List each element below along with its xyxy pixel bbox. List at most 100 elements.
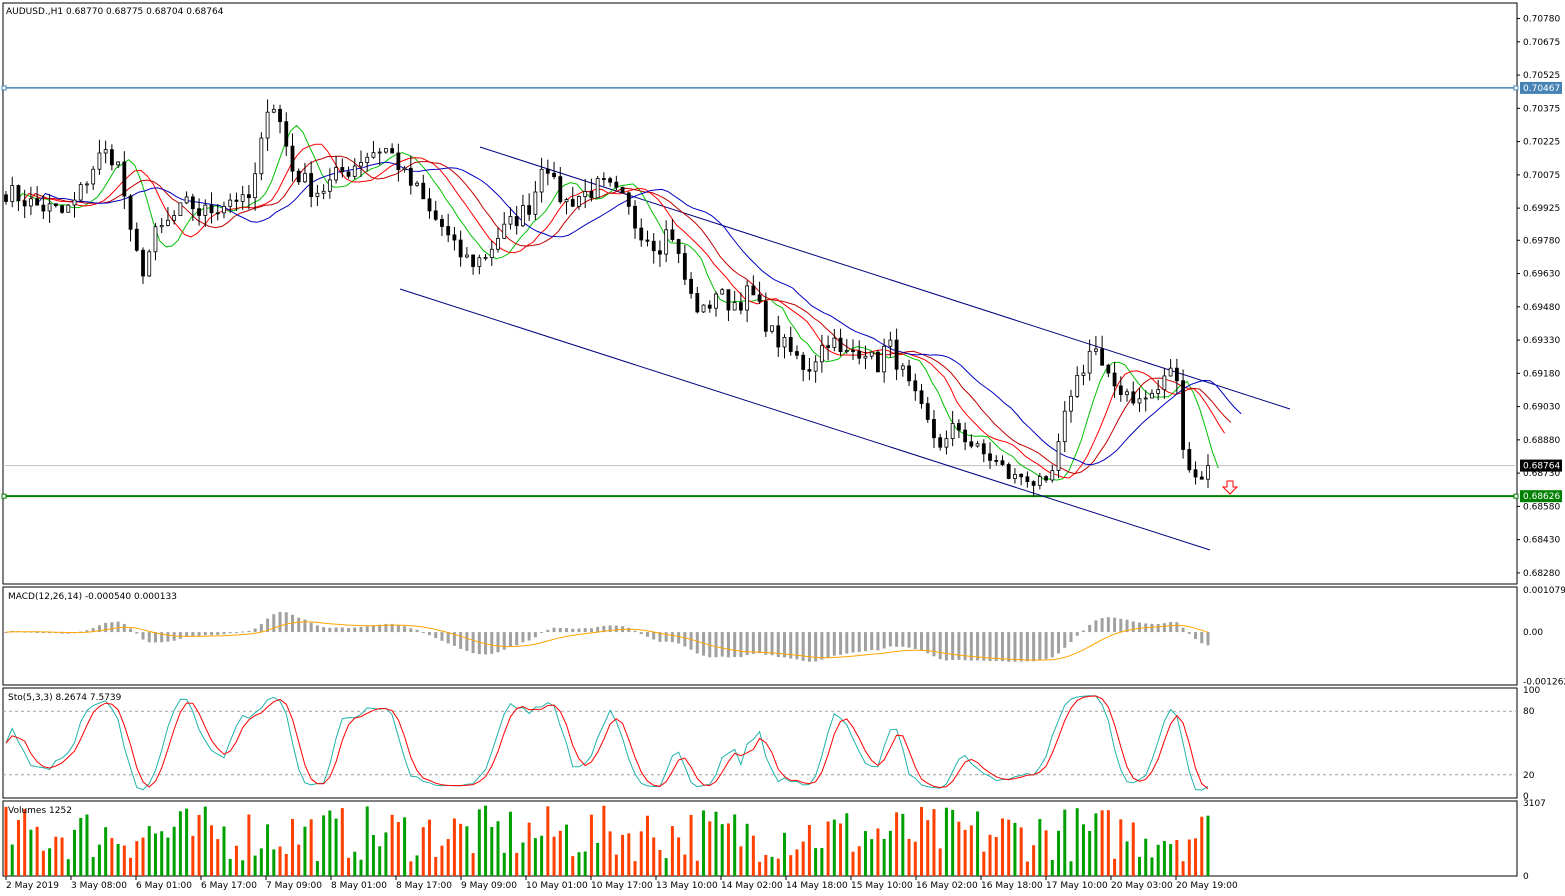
candle-body (271, 108, 276, 113)
macd-histogram-bar (490, 632, 494, 654)
candle-body (819, 345, 824, 363)
volume-bar (353, 851, 357, 876)
macd-histogram-bar (957, 632, 961, 660)
macd-histogram-bar (508, 632, 512, 647)
volume-bar (347, 857, 351, 876)
volume-bar (839, 823, 843, 876)
candle-body (807, 369, 812, 372)
candle-body (508, 216, 513, 225)
macd-histogram-bar (496, 632, 500, 653)
volume-bar (1050, 860, 1054, 876)
volume-bar (963, 829, 967, 876)
candle-body (377, 151, 382, 154)
volume-bar (589, 814, 593, 876)
ma-slow-red-line (28, 155, 1232, 475)
candle-body (913, 380, 918, 392)
volume-bar (459, 823, 463, 876)
macd-histogram-bar (41, 632, 45, 634)
macd-histogram-bar (315, 625, 319, 633)
volume-bar (54, 836, 58, 876)
macd-histogram-bar (459, 632, 463, 649)
candle-body (963, 429, 968, 443)
volume-bar (577, 852, 581, 876)
time-axis-label: 7 May 09:00 (266, 881, 322, 891)
stoch-layer: 100 80 20 0 (3, 686, 1540, 802)
macd-histogram-bar (565, 628, 569, 633)
candle-body (259, 137, 264, 175)
candle-body (97, 152, 102, 170)
macd-histogram-bar (546, 629, 550, 633)
candle-body (745, 285, 750, 311)
time-axis-label: 14 May 18:00 (786, 881, 848, 891)
macd-histogram-bar (1100, 618, 1104, 633)
volume-bar (683, 854, 687, 876)
price-axis-label: 0.68580 (1523, 502, 1560, 512)
volume-bar (1106, 810, 1110, 876)
macd-histogram-bar (1007, 632, 1011, 662)
candle-body (1087, 350, 1092, 374)
macd-histogram-bar (820, 632, 824, 660)
candle-body (41, 204, 46, 212)
volume-bar (1032, 845, 1036, 876)
candle-body (863, 355, 868, 359)
candle-body (601, 178, 606, 180)
volume-bar (172, 826, 176, 876)
stoch-title: Sto(5,3,3) 8.2674 7.5739 (8, 693, 122, 703)
price-axis-label: 0.70375 (1523, 104, 1560, 114)
candle-body (1118, 385, 1123, 395)
candle-body (1037, 476, 1042, 486)
volume-bar (216, 839, 220, 876)
volume-bar (770, 856, 774, 876)
volume-bar (907, 838, 911, 876)
candle-body (215, 212, 220, 215)
candle-body (78, 184, 83, 201)
volume-bar (583, 851, 587, 876)
volume-bar (1187, 839, 1191, 876)
macd-histogram-bar (733, 632, 737, 658)
macd-histogram-bar (720, 632, 724, 657)
support-handle-right (1513, 493, 1519, 499)
macd-histogram-bar (378, 624, 382, 633)
macd-histogram-bar (1137, 622, 1141, 633)
volume-bar (645, 815, 649, 876)
volume-bar (210, 825, 214, 876)
macd-histogram-bar (982, 632, 986, 661)
macd-histogram-bar (739, 632, 743, 658)
candle-body (1131, 391, 1136, 404)
volume-bar (315, 861, 319, 876)
candle-body (739, 302, 743, 311)
volume-bar (1069, 861, 1073, 876)
volume-bar (957, 821, 961, 876)
volume-bar (502, 852, 506, 876)
volume-bar (303, 826, 307, 876)
volume-bar (658, 849, 662, 876)
macd-histogram-bar (839, 632, 843, 655)
volume-bar (801, 841, 805, 876)
candle-body (464, 254, 469, 258)
candle-body (583, 191, 588, 197)
candle-body (732, 302, 737, 311)
ma-slow-line (38, 161, 1242, 466)
candle-body (284, 121, 289, 147)
volume-bar (465, 826, 469, 876)
macd-histogram-bar (876, 632, 880, 651)
volume-bar (334, 818, 338, 876)
volume-bar (371, 835, 375, 876)
stoch-panel-frame (2, 687, 1518, 799)
macd-histogram-bar (577, 628, 581, 633)
candle-body (832, 337, 837, 348)
volume-bar (1137, 856, 1141, 876)
price-axis-label: 0.69030 (1523, 403, 1560, 413)
candle-body (134, 228, 139, 251)
macd-histogram-bar (409, 628, 413, 633)
macd-histogram-bar (969, 632, 973, 661)
candle-body (371, 152, 376, 158)
price-axis-label: 0.69180 (1523, 369, 1560, 379)
macd-histogram-bar (533, 632, 537, 638)
candle-body (1093, 348, 1098, 352)
candle-body (471, 254, 475, 267)
candle-body (1125, 391, 1129, 395)
macd-histogram-bar (976, 632, 980, 661)
macd-histogram-bar (1057, 632, 1061, 654)
